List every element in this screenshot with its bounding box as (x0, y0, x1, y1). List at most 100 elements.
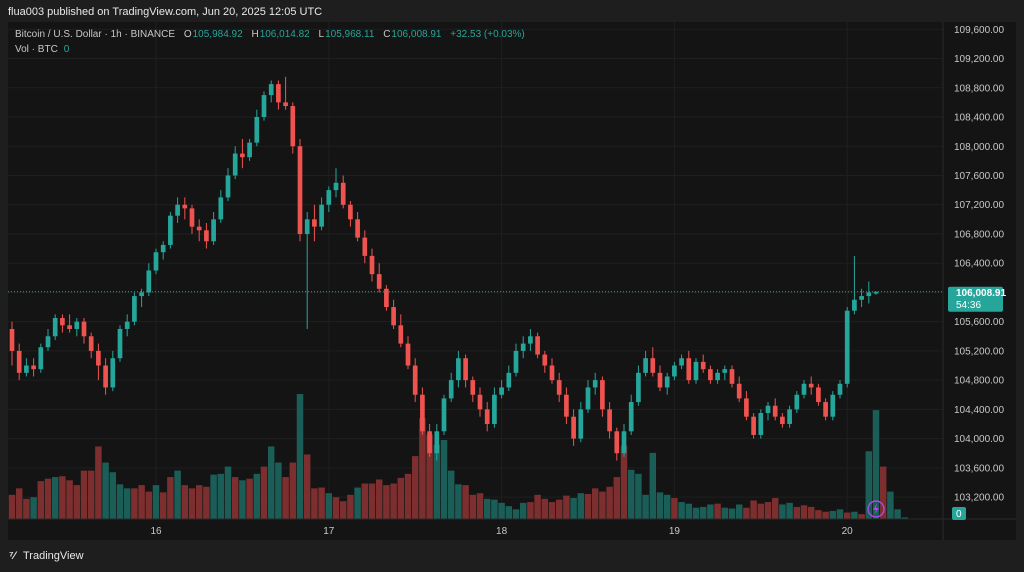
candle[interactable] (153, 248, 159, 275)
candle[interactable] (441, 394, 447, 435)
candle[interactable] (362, 230, 368, 264)
candle[interactable] (636, 365, 641, 406)
candle[interactable] (686, 350, 692, 384)
candle[interactable] (196, 219, 202, 242)
candle[interactable] (801, 380, 807, 399)
candle[interactable] (470, 376, 476, 403)
candle[interactable] (708, 365, 713, 384)
candle[interactable] (81, 318, 87, 344)
candle[interactable] (600, 376, 605, 417)
candle[interactable] (556, 372, 562, 403)
candle[interactable] (340, 175, 346, 209)
candle[interactable] (168, 212, 173, 249)
candle[interactable] (52, 314, 58, 340)
candle[interactable] (96, 343, 101, 381)
candle[interactable] (117, 325, 123, 362)
candle[interactable] (124, 314, 130, 337)
candle[interactable] (225, 168, 231, 202)
candle[interactable] (38, 343, 44, 373)
candle[interactable] (132, 292, 137, 326)
candle[interactable] (592, 372, 598, 395)
candle[interactable] (621, 423, 627, 457)
candle[interactable] (830, 391, 836, 421)
candle[interactable] (456, 350, 461, 388)
candle[interactable] (549, 358, 555, 384)
candle[interactable] (614, 427, 620, 461)
candle[interactable] (535, 332, 540, 359)
candle[interactable] (808, 376, 814, 395)
candle[interactable] (45, 328, 51, 351)
candle[interactable] (722, 365, 728, 381)
candle[interactable] (758, 409, 764, 439)
candle[interactable] (232, 146, 238, 180)
candle[interactable] (780, 413, 785, 428)
candle[interactable] (564, 387, 569, 424)
candle[interactable] (715, 369, 720, 384)
candle[interactable] (664, 372, 670, 395)
candle[interactable] (434, 423, 440, 461)
candle[interactable] (24, 358, 29, 377)
candle[interactable] (513, 343, 519, 377)
candle[interactable] (866, 281, 872, 304)
candle[interactable] (355, 212, 360, 242)
candle[interactable] (787, 405, 792, 428)
candle[interactable] (175, 197, 180, 223)
candle[interactable] (297, 138, 303, 242)
candle[interactable] (9, 321, 15, 366)
candle[interactable] (765, 402, 771, 421)
candle[interactable] (643, 350, 648, 377)
candlestick-chart[interactable]: 109,600.00 109,200.00 108,800.00 108,400.00… (8, 22, 1016, 540)
candle[interactable] (160, 241, 166, 260)
candle[interactable] (729, 365, 735, 388)
candle[interactable] (283, 76, 288, 110)
candle[interactable] (772, 398, 778, 421)
candle[interactable] (261, 91, 267, 121)
candle[interactable] (110, 350, 116, 392)
candle[interactable] (679, 354, 684, 370)
candle[interactable] (326, 186, 332, 213)
candle[interactable] (304, 212, 310, 329)
candle[interactable] (672, 361, 677, 381)
candle[interactable] (268, 80, 274, 103)
candle[interactable] (852, 255, 857, 315)
candle[interactable] (578, 402, 584, 443)
candle[interactable] (139, 288, 144, 308)
candle[interactable] (859, 288, 864, 308)
candle[interactable] (412, 358, 418, 403)
candle[interactable] (736, 376, 742, 403)
candle[interactable] (477, 387, 483, 417)
candle[interactable] (420, 387, 425, 435)
candle[interactable] (492, 387, 497, 428)
candle[interactable] (348, 201, 353, 227)
candle[interactable] (384, 285, 389, 311)
candle[interactable] (823, 398, 828, 421)
candle[interactable] (376, 263, 382, 293)
candle[interactable] (391, 299, 396, 329)
candle[interactable] (103, 358, 108, 395)
candle[interactable] (844, 307, 850, 388)
candle[interactable] (405, 336, 411, 370)
candle[interactable] (794, 391, 800, 414)
candle[interactable] (276, 80, 281, 110)
candle[interactable] (218, 190, 224, 223)
candle[interactable] (247, 138, 252, 161)
candle[interactable] (240, 138, 245, 169)
candle[interactable] (744, 391, 749, 421)
candle[interactable] (751, 413, 756, 439)
candle[interactable] (650, 347, 656, 377)
candle[interactable] (528, 328, 533, 351)
candle[interactable] (693, 358, 699, 384)
candle[interactable] (837, 380, 843, 399)
candle[interactable] (700, 354, 706, 373)
footer-brand[interactable]: ⁷⁄ TradingView (9, 550, 84, 562)
candle[interactable] (67, 314, 72, 333)
candle[interactable] (182, 197, 188, 220)
candle[interactable] (398, 314, 404, 348)
candle[interactable] (60, 314, 65, 333)
candle[interactable] (520, 336, 526, 359)
candle[interactable] (607, 402, 612, 439)
candle[interactable] (31, 358, 36, 377)
candle[interactable] (816, 383, 821, 406)
candle[interactable] (628, 394, 634, 435)
candle[interactable] (448, 372, 454, 403)
